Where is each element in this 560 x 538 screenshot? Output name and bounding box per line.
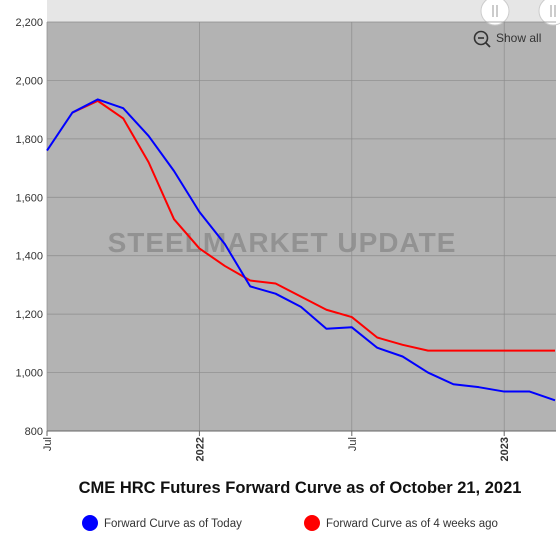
legend-marker [82, 515, 98, 531]
x-tick-label: Jul [347, 437, 359, 451]
y-tick-label: 1,200 [15, 309, 43, 321]
show-all-button[interactable]: Show all [496, 31, 541, 45]
y-tick-label: 2,200 [15, 17, 43, 29]
range-handle[interactable] [538, 0, 560, 26]
y-tick-label: 1,000 [15, 368, 43, 380]
y-tick-label: 1,400 [15, 251, 43, 263]
range-handle[interactable] [480, 0, 510, 26]
y-tick-label: 1,800 [15, 134, 43, 146]
watermark: STEELMARKET UPDATE [108, 227, 457, 258]
x-tick-label: Jul [42, 437, 54, 451]
legend-label: Forward Curve as of Today [104, 518, 242, 530]
legend-marker [304, 515, 320, 531]
legend-label: Forward Curve as of 4 weeks ago [326, 518, 498, 530]
y-tick-label: 2,000 [15, 75, 43, 87]
y-tick-label: 1,600 [15, 192, 43, 204]
zoom-strip [47, 0, 560, 22]
x-tick-label: 2022 [194, 437, 206, 461]
series-line [71, 99, 555, 352]
x-tick-label: 2023 [499, 437, 511, 461]
y-tick-label: 800 [25, 426, 43, 438]
chart-title: CME HRC Futures Forward Curve as of Octo… [79, 479, 522, 497]
series-line [46, 98, 556, 402]
plot-area [47, 22, 556, 431]
zoom-icon[interactable] [473, 30, 491, 48]
